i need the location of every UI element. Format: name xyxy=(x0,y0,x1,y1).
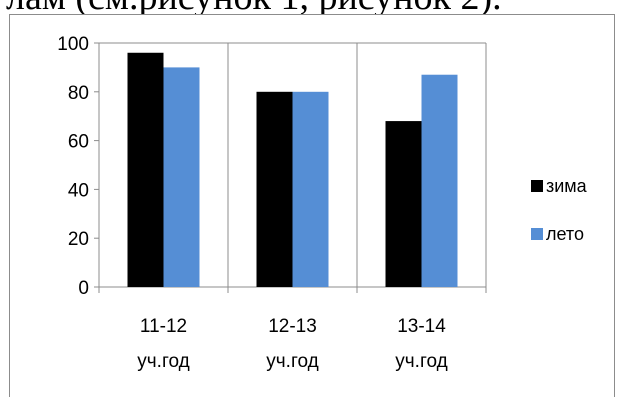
y-tick-label: 60 xyxy=(68,132,89,153)
y-tick-label: 80 xyxy=(68,83,89,104)
y-tick-label: 40 xyxy=(68,180,89,201)
legend-swatch-зима xyxy=(531,180,543,192)
y-tick-label: 100 xyxy=(57,34,89,55)
y-tick-label: 20 xyxy=(68,229,89,250)
bar-лето xyxy=(422,75,458,287)
y-tick-label: 0 xyxy=(78,278,89,299)
x-category-label: уч.год xyxy=(266,351,318,372)
legend-label-лето: лето xyxy=(546,224,584,244)
bar-зима xyxy=(257,92,293,287)
bar-лето xyxy=(293,92,329,287)
x-category-label: 13-14 xyxy=(397,316,446,337)
legend-swatch-лето xyxy=(531,228,543,240)
bar-зима xyxy=(128,53,164,287)
bar-зима xyxy=(386,121,422,287)
x-category-label: уч.год xyxy=(137,351,189,372)
x-category-label: 11-12 xyxy=(140,316,187,337)
bar-лето xyxy=(164,67,200,287)
x-category-label: 12-13 xyxy=(268,316,317,337)
x-category-label: уч.год xyxy=(395,351,447,372)
legend-label-зима: зима xyxy=(546,176,588,196)
